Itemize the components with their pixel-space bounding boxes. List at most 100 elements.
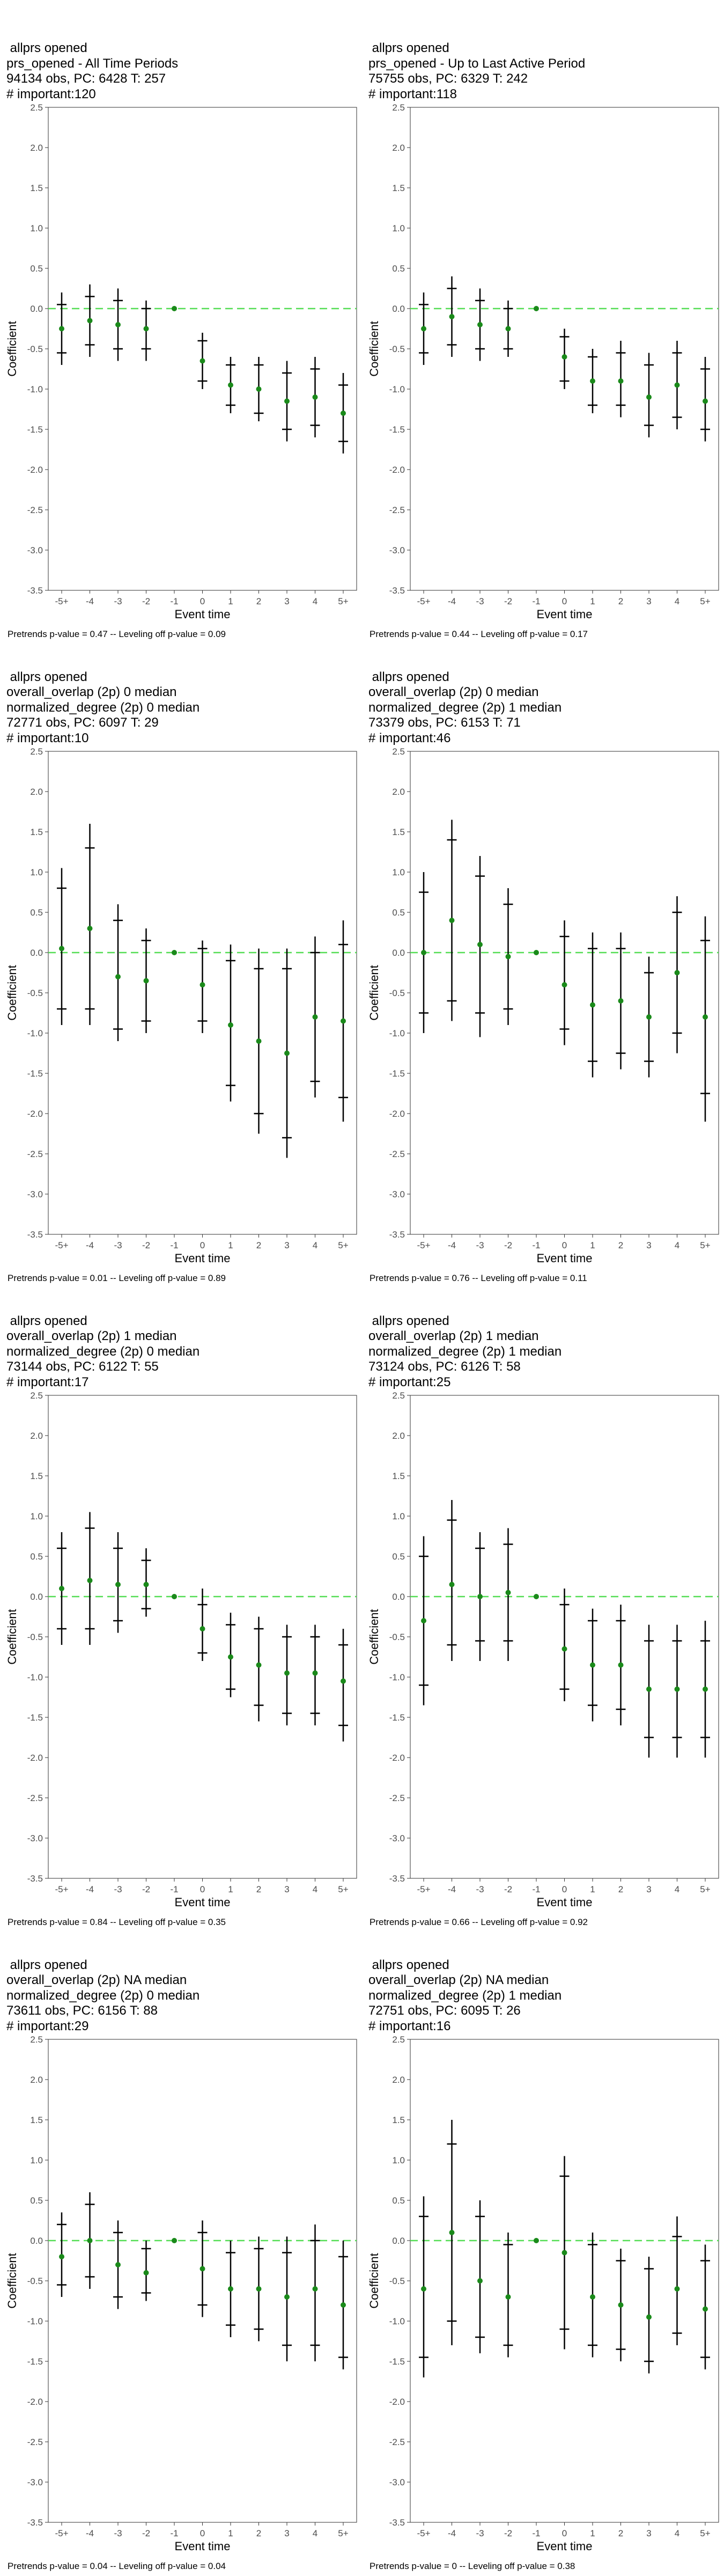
chart-panel-8: allprs opened overall_overlap (2p) NA med…	[362, 1932, 724, 2576]
y-tick-label: 0.0	[392, 304, 405, 314]
chart-title-line: prs_opened - All Time Periods	[6, 56, 179, 71]
y-tick-label: 0.5	[392, 2196, 405, 2206]
data-point	[143, 326, 149, 332]
chart-title-line: allprs opened	[368, 41, 449, 55]
y-tick-label: 1.5	[30, 1471, 43, 1481]
y-tick-label: -1.0	[27, 1028, 43, 1038]
y-tick-label: -1.5	[27, 2357, 43, 2367]
data-point	[228, 1022, 233, 1028]
x-tick-label: 2	[618, 1884, 623, 1894]
y-tick-label: -2.0	[27, 1753, 43, 1763]
chart-title-line: normalized_degree (2p) 0 median	[6, 1344, 200, 1359]
data-point	[477, 2278, 483, 2284]
y-tick-label: -3.0	[389, 1833, 405, 1843]
chart-title-line: prs_opened - Up to Last Active Period	[368, 56, 586, 71]
data-point	[703, 2306, 708, 2312]
x-tick-label: -1	[170, 2528, 178, 2538]
y-tick-label: 2.0	[392, 1431, 405, 1441]
y-axis-label: Coefficient	[5, 1609, 19, 1665]
y-tick-label: -2.5	[389, 1149, 405, 1159]
data-point	[341, 1018, 346, 1024]
data-point	[59, 2254, 64, 2259]
data-point	[421, 1618, 426, 1623]
data-point	[59, 946, 64, 952]
y-tick-label: -1.0	[389, 1672, 405, 1682]
chart-title: allprs opened overall_overlap (2p) 1 medi…	[368, 1314, 562, 1391]
x-axis-label: Event time	[175, 1896, 231, 1909]
y-tick-label: 1.5	[392, 827, 405, 837]
data-point	[674, 2286, 680, 2292]
y-tick-label: -1.5	[389, 2357, 405, 2367]
data-point	[590, 2294, 595, 2300]
pvalue-footer: Pretrends p-value = 0.76 -- Leveling off…	[370, 1273, 587, 1283]
x-axis-label: Event time	[175, 1252, 231, 1265]
y-tick-label: 0.0	[30, 1592, 43, 1602]
y-tick-label: 0.5	[392, 1552, 405, 1562]
data-point	[87, 926, 93, 931]
x-tick-label: -5+	[417, 2528, 430, 2538]
y-tick-label: -1.0	[389, 2316, 405, 2326]
data-point	[200, 358, 205, 364]
data-point	[115, 2262, 121, 2267]
y-tick-label: 2.5	[30, 1391, 43, 1401]
y-tick-label: -2.0	[389, 1753, 405, 1763]
x-tick-label: -3	[476, 1240, 484, 1250]
y-tick-label: 2.0	[30, 1431, 43, 1441]
chart-title-line: overall_overlap (2p) 0 median	[6, 685, 177, 699]
x-tick-label: -2	[142, 1884, 150, 1894]
y-tick-label: 2.0	[30, 143, 43, 153]
x-tick-label: -1	[532, 2528, 540, 2538]
y-tick-label: 2.5	[392, 747, 405, 757]
y-tick-label: -0.5	[389, 1632, 405, 1642]
x-tick-label: 5+	[338, 2528, 348, 2538]
x-tick-label: -1	[170, 1884, 178, 1894]
data-point	[312, 394, 318, 400]
y-tick-label: -2.0	[389, 1109, 405, 1119]
y-tick-label: -3.5	[27, 1874, 43, 1884]
data-point	[618, 378, 624, 384]
x-tick-label: -5+	[55, 596, 68, 606]
y-tick-label: -3.0	[27, 1189, 43, 1199]
x-tick-label: -2	[142, 1240, 150, 1250]
pvalue-footer: Pretrends p-value = 0 -- Leveling off p-…	[370, 2561, 575, 2571]
y-tick-label: 1.5	[392, 1471, 405, 1481]
y-tick-label: -3.0	[27, 2477, 43, 2487]
data-point	[59, 1586, 64, 1591]
y-tick-label: -2.0	[27, 2397, 43, 2407]
x-tick-label: 5+	[338, 1240, 348, 1250]
y-tick-label: -2.5	[389, 1793, 405, 1803]
y-tick-label: -2.5	[389, 2437, 405, 2447]
chart-title-line: 75755 obs, PC: 6329 T: 242	[368, 71, 528, 86]
y-axis-label: Coefficient	[367, 1609, 381, 1665]
chart-plot: 2.5 2.0 1.5 1.0 0.5 0.0 -0.5 -1.0 -1.5 -2.0 -2.5 -3…	[367, 747, 719, 1265]
x-tick-label: 5+	[700, 1240, 710, 1250]
y-tick-label: -1.5	[27, 1713, 43, 1723]
y-tick-label: 1.0	[392, 867, 405, 877]
y-tick-label: 1.5	[392, 2115, 405, 2125]
data-point	[421, 326, 426, 332]
x-tick-label: -2	[504, 1240, 512, 1250]
chart-title-line: overall_overlap (2p) NA median	[368, 1973, 549, 1987]
y-tick-label: 0.5	[30, 264, 43, 274]
chart-title: allprs opened overall_overlap (2p) 0 medi…	[368, 670, 562, 747]
x-tick-label: 2	[256, 2528, 261, 2538]
y-tick-label: -1.5	[389, 425, 405, 435]
chart-panel-1: allprs opened prs_opened - All Time Perio…	[0, 0, 362, 644]
y-tick-label: 1.0	[392, 2155, 405, 2165]
data-point	[115, 1582, 121, 1587]
x-tick-label: -1	[170, 596, 178, 606]
x-tick-label: -4	[448, 2528, 456, 2538]
y-tick-label: -1.5	[27, 425, 43, 435]
chart-title-line: 73611 obs, PC: 6156 T: 88	[6, 2003, 158, 2018]
x-tick-label: 1	[590, 1884, 595, 1894]
y-tick-label: -1.0	[27, 2316, 43, 2326]
data-point	[421, 950, 426, 955]
y-tick-label: 0.0	[392, 1592, 405, 1602]
y-tick-label: -0.5	[389, 344, 405, 354]
y-tick-label: -3.5	[27, 1230, 43, 1240]
y-tick-label: -3.0	[389, 1189, 405, 1199]
chart-title-line: allprs opened	[6, 1313, 87, 1328]
y-tick-label: -0.5	[27, 2276, 43, 2286]
x-tick-label: 5+	[700, 2528, 710, 2538]
y-tick-label: 2.5	[30, 747, 43, 757]
